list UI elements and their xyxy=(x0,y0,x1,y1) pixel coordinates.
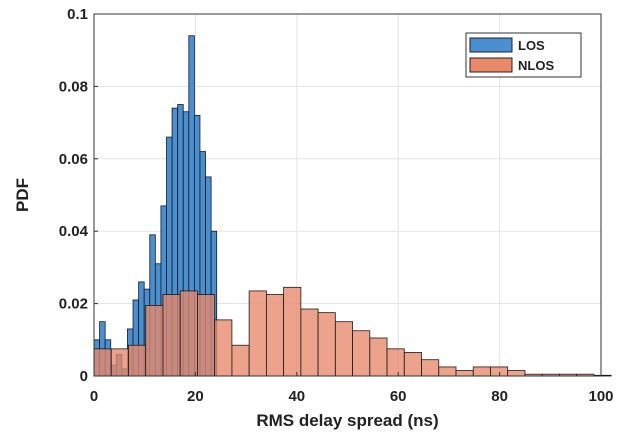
nlos-bar xyxy=(352,330,371,377)
x-tick-label: 20 xyxy=(187,388,204,405)
nlos-bar xyxy=(386,348,405,377)
nlos-bar xyxy=(438,366,457,377)
nlos-bar xyxy=(403,352,422,377)
nlos-bar xyxy=(421,359,440,377)
x-tick-label: 100 xyxy=(588,388,613,405)
legend-swatch-los xyxy=(469,37,513,53)
y-tick-label: 0.06 xyxy=(59,151,88,168)
nlos-bar xyxy=(197,294,216,377)
nlos-bar xyxy=(317,312,336,377)
plot-frame xyxy=(93,13,602,377)
nlos-bar xyxy=(93,348,112,377)
x-tick-label: 0 xyxy=(90,388,98,405)
nlos-bar xyxy=(334,321,353,377)
y-tick-label: 0.04 xyxy=(59,223,89,240)
nlos-bar xyxy=(265,294,285,377)
x-tick-label: 60 xyxy=(390,388,407,405)
y-axis-label: PDF xyxy=(13,178,32,212)
nlos-bar xyxy=(369,337,388,377)
legend: LOS NLOS xyxy=(465,32,582,78)
nlos-bar xyxy=(283,286,302,377)
nlos-bar xyxy=(128,344,147,377)
x-tick-label: 80 xyxy=(491,388,508,405)
y-tick-label: 0.02 xyxy=(59,296,88,313)
nlos-bar xyxy=(145,305,164,377)
axis-ticks: 0 20 40 60 80 100 0 0.02 0.04 0.06 0.08 0.1 xyxy=(59,6,614,405)
x-axis-label: RMS delay spread (ns) xyxy=(256,411,438,430)
legend-swatch-nlos xyxy=(469,57,513,73)
x-tick-label: 40 xyxy=(288,388,305,405)
y-tick-label: 0 xyxy=(80,368,88,385)
nlos-bar xyxy=(162,294,181,377)
legend-label-nlos: NLOS xyxy=(518,58,554,73)
nlos-bar xyxy=(455,370,474,377)
nlos-bar xyxy=(179,290,198,377)
nlos-bar xyxy=(248,290,267,377)
nlos-bar xyxy=(110,348,129,377)
nlos-bar xyxy=(231,344,250,377)
nlos-bar xyxy=(472,366,491,377)
y-tick-label: 0.08 xyxy=(59,78,88,95)
y-tick-label: 0.1 xyxy=(67,6,88,23)
legend-label-los: LOS xyxy=(518,38,545,53)
nlos-bar xyxy=(214,319,233,377)
nlos-bar xyxy=(490,366,509,377)
nlos-bar xyxy=(300,308,319,377)
nlos-bar xyxy=(507,370,526,377)
